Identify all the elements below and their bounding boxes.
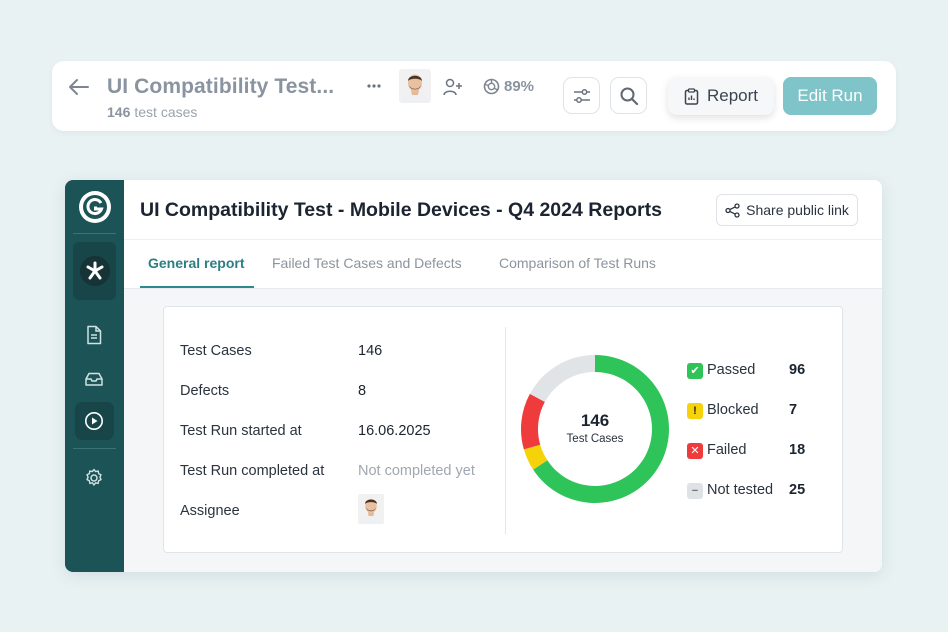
sidebar [65,180,124,572]
legend-label-passed: Passed [707,362,756,378]
info-value-started: 16.06.2025 [358,423,431,439]
legend-label-failed: Failed [707,442,747,458]
assignee-avatar[interactable] [358,494,384,524]
back-arrow-icon[interactable] [68,78,90,96]
share-icon [725,202,740,218]
sidebar-item-inbox[interactable] [82,367,106,391]
share-public-link-button[interactable]: Share public link [716,194,858,226]
donut-slice-blocked [523,444,548,470]
sidebar-item-documents[interactable] [82,323,106,347]
info-label-started: Test Run started at [180,423,302,439]
check-icon: ✔ [687,363,703,379]
app-logo[interactable] [79,191,111,223]
legend-label-blocked: Blocked [707,402,759,418]
tab-failed-cases-defects[interactable]: Failed Test Cases and Defects [272,255,462,271]
tabs-divider [124,239,882,240]
progress-percent: 89% [504,78,535,95]
legend-count-failed: 18 [789,442,806,458]
minus-icon: − [687,483,703,499]
sidebar-divider [73,233,116,234]
progress-icon [483,78,500,95]
donut-slice-not-tested [529,355,595,402]
more-options-icon[interactable] [366,78,382,94]
project-switcher[interactable] [73,242,116,300]
sidebar-divider [73,448,116,449]
legend-failed: ✕ Failed [687,442,747,460]
legend-passed: ✔ Passed [687,362,755,380]
clipboard-icon [684,87,699,105]
exclamation-icon: ! [687,403,703,419]
legend-not-tested: − Not tested [687,482,773,500]
logo-icon [83,195,107,219]
info-value-test-cases: 146 [358,343,383,359]
tab-comparison-runs[interactable]: Comparison of Test Runs [499,255,656,271]
gear-icon [86,468,102,486]
report-content: UI Compatibility Test - Mobile Devices -… [124,180,882,572]
case-count-suffix: test cases [134,104,198,120]
page-title: UI Compatibility Test - Mobile Devices -… [140,199,662,221]
report-button-label: Report [706,86,759,105]
info-label-assignee: Assignee [180,503,240,519]
document-icon [87,325,102,345]
filter-button[interactable] [563,77,600,114]
case-count-number: 146 [107,104,131,120]
tab-general-report[interactable]: General report [148,255,245,271]
legend-label-not-tested: Not tested [707,482,774,498]
project-logo-icon [86,261,103,280]
cross-icon: ✕ [687,443,703,459]
info-label-test-cases: Test Cases [180,343,252,359]
info-value-completed: Not completed yet [358,463,475,479]
legend-count-blocked: 7 [789,402,798,418]
project-avatar [79,256,110,286]
inbox-icon [85,372,103,386]
report-window: UI Compatibility Test - Mobile Devices -… [65,180,882,572]
legend-blocked: ! Blocked [687,402,759,420]
play-circle-icon [85,412,103,430]
run-title: UI Compatibility Test... [107,75,335,98]
sidebar-item-test-runs-icon [82,409,106,433]
info-value-defects: 8 [358,383,367,399]
status-donut-chart [521,355,669,503]
sliders-icon [573,88,590,103]
report-button[interactable]: Report [668,77,774,115]
avatar[interactable] [399,69,431,103]
info-label-completed: Test Run completed at [180,463,325,479]
run-case-count: 146 test cases [107,104,197,120]
general-report-panel: Test Cases 146 Defects 8 Test Run starte… [163,306,843,553]
active-tab-indicator [140,286,254,288]
panel-divider [505,327,506,534]
run-header: UI Compatibility Test... 146 test cases 8… [52,61,896,131]
search-icon [620,87,638,105]
legend-count-not-tested: 25 [789,482,806,498]
add-user-icon[interactable] [443,77,463,97]
search-button[interactable] [610,77,647,114]
share-button-label: Share public link [746,202,849,218]
donut-center-value: 146 [580,411,610,430]
edit-run-button[interactable]: Edit Run [783,77,877,115]
legend-count-passed: 96 [789,362,806,378]
sidebar-item-settings[interactable] [82,466,106,490]
info-label-defects: Defects [180,383,230,399]
donut-center-label: Test Cases [566,433,624,445]
donut-slice-failed [521,393,545,450]
